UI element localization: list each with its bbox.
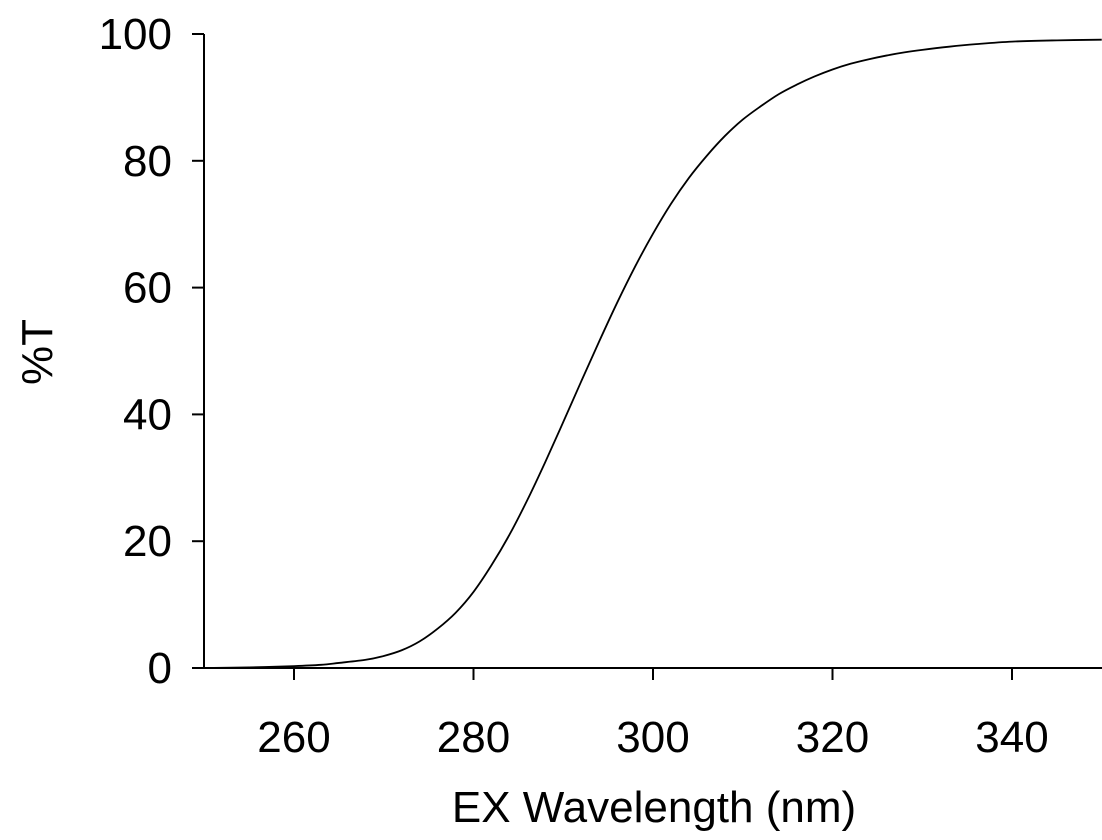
x-tick-label: 340 [975, 713, 1048, 762]
x-tick-label: 280 [437, 713, 510, 762]
y-tick-label: 40 [123, 390, 172, 439]
x-tick-label: 260 [257, 713, 330, 762]
y-tick-label: 80 [123, 137, 172, 186]
y-axis-title: %T [13, 319, 62, 385]
x-axis-title: EX Wavelength (nm) [452, 783, 856, 832]
transmission-series-line [204, 38, 1102, 669]
series [204, 38, 1102, 669]
ticks: 260 280 300 320 340 0 20 40 60 80 100 [99, 10, 1049, 762]
x-tick-label: 320 [796, 713, 869, 762]
y-tick-label: 0 [148, 644, 172, 693]
y-tick-label: 100 [99, 10, 172, 59]
x-tick-label: 300 [616, 713, 689, 762]
y-tick-label: 60 [123, 264, 172, 313]
axes [203, 34, 1102, 669]
y-tick-label: 20 [123, 517, 172, 566]
